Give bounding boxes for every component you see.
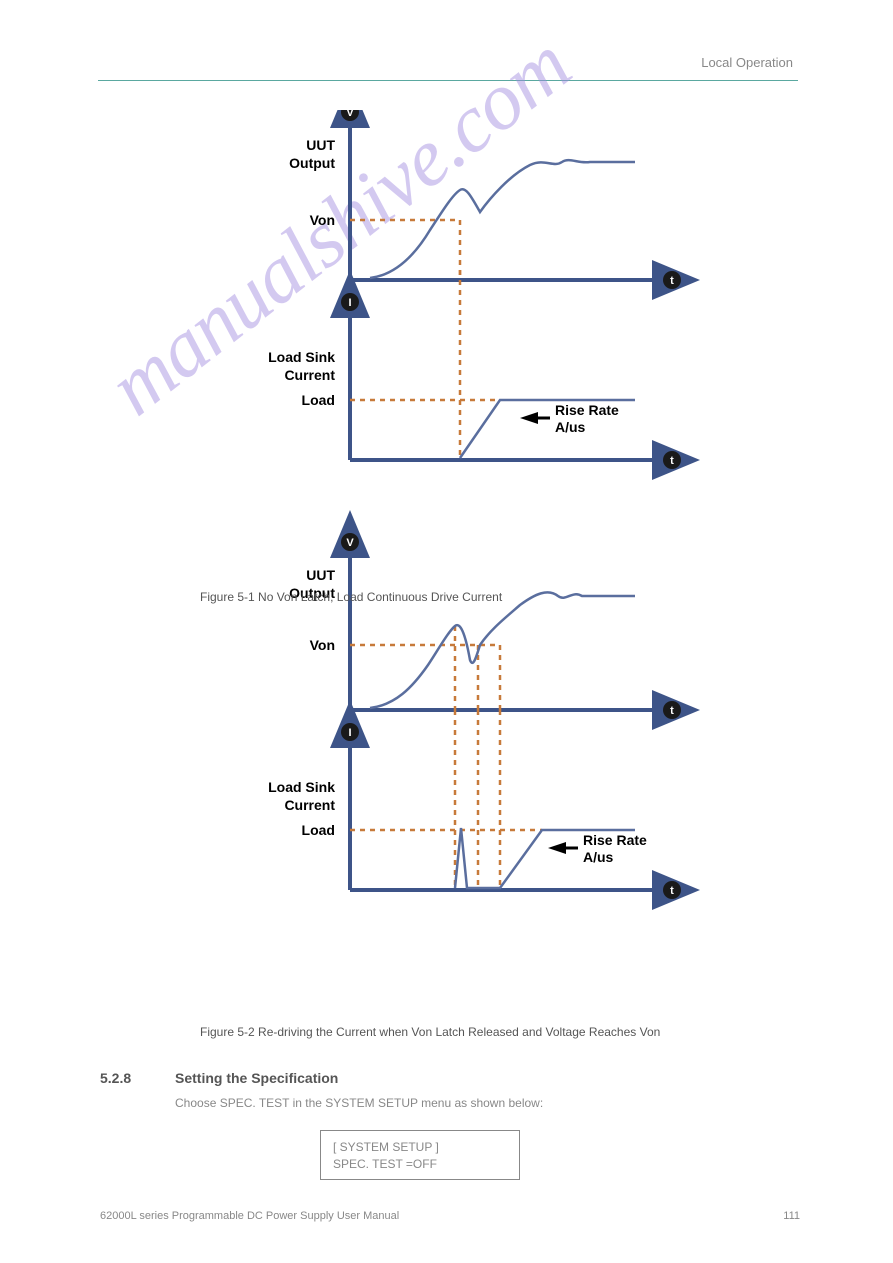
svg-text:I: I xyxy=(348,297,351,309)
group2-bottom-chart: I t Load Sink Current Load Rise Rate A/u… xyxy=(268,710,681,899)
group1-bottom-chart: I t Load Sink Current Load Rise Rate A/u… xyxy=(268,270,681,469)
footer-page-number: 111 xyxy=(783,1210,800,1222)
group1-top-chart: V t UUT Output Von xyxy=(289,110,681,289)
svg-text:Load: Load xyxy=(302,392,335,408)
command-box-line1: [ SYSTEM SETUP ] xyxy=(333,1139,507,1156)
svg-text:Current: Current xyxy=(284,367,335,383)
footer-left: 62000L series Programmable DC Power Supp… xyxy=(100,1210,399,1222)
figure-area: V t UUT Output Von I t xyxy=(180,110,740,1010)
svg-text:Output: Output xyxy=(289,155,335,171)
svg-text:t: t xyxy=(670,885,674,897)
command-box-line2: SPEC. TEST =OFF xyxy=(333,1156,507,1173)
svg-text:Rise Rate: Rise Rate xyxy=(555,402,619,418)
svg-text:Load Sink: Load Sink xyxy=(268,349,335,365)
header-right: Local Operation xyxy=(701,55,793,70)
figures-svg: V t UUT Output Von I t xyxy=(180,110,740,1010)
svg-text:t: t xyxy=(670,275,674,287)
section-number: 5.2.8 xyxy=(100,1070,131,1086)
svg-text:A/us: A/us xyxy=(555,419,586,435)
figure-caption-1: Figure 5-1 No Von Latch, Load Continuous… xyxy=(200,590,502,604)
svg-text:Von: Von xyxy=(310,637,335,653)
svg-text:Load: Load xyxy=(302,822,335,838)
figure-caption-2: Figure 5-2 Re-driving the Current when V… xyxy=(200,1025,660,1039)
svg-text:Rise Rate: Rise Rate xyxy=(583,832,647,848)
page: Local Operation manualshive.com V t xyxy=(0,0,893,1263)
svg-text:Von: Von xyxy=(310,212,335,228)
svg-text:t: t xyxy=(670,705,674,717)
section-body: Choose SPEC. TEST in the SYSTEM SETUP me… xyxy=(175,1095,775,1112)
group2-top-chart: V t UUT Output Von xyxy=(289,533,681,719)
svg-text:I: I xyxy=(348,727,351,739)
svg-text:Load Sink: Load Sink xyxy=(268,779,335,795)
section-title: Setting the Specification xyxy=(175,1070,338,1086)
svg-text:UUT: UUT xyxy=(306,567,335,583)
footer: 62000L series Programmable DC Power Supp… xyxy=(100,1210,800,1222)
svg-text:UUT: UUT xyxy=(306,137,335,153)
command-box: [ SYSTEM SETUP ] SPEC. TEST =OFF xyxy=(320,1130,520,1180)
svg-text:A/us: A/us xyxy=(583,849,614,865)
svg-text:t: t xyxy=(670,455,674,467)
svg-text:Current: Current xyxy=(284,797,335,813)
svg-text:V: V xyxy=(346,110,354,119)
header-rule xyxy=(98,80,798,81)
svg-text:V: V xyxy=(346,537,354,549)
